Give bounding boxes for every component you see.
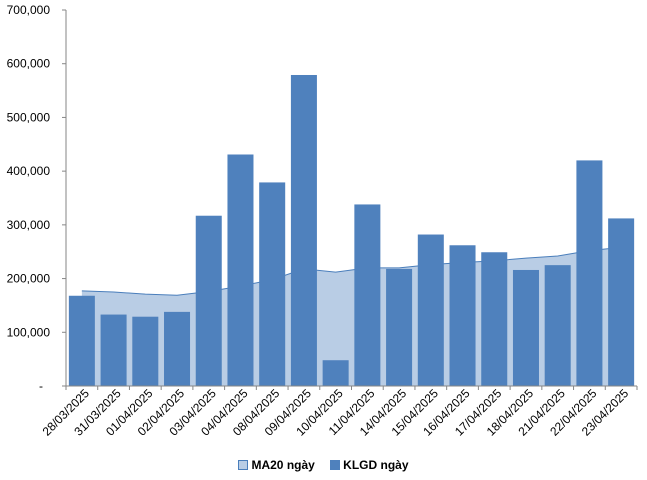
klgd-bar [68,295,95,386]
klgd-bar [386,268,413,386]
y-tick-label: 300,000 [7,218,51,232]
klgd-bar [132,316,159,386]
legend-swatch-ma20 [238,460,249,470]
ma20-area-layer [81,246,622,386]
klgd-bar [481,252,508,386]
y-tick-label: 500,000 [7,110,51,124]
ma20-line [81,246,622,296]
klgd-bar [259,182,286,386]
klgd-bar [195,215,222,386]
klgd-bar [608,218,635,386]
y-tick-label: 200,000 [7,272,51,286]
y-tick-label: 100,000 [7,325,51,339]
klgd-bar [449,245,476,386]
klgd-bar [512,269,539,386]
legend-label-klgd: KLGD ngày [343,458,409,472]
y-tick-label: 700,000 [7,3,51,17]
klgd-bar [544,265,571,386]
legend-item-klgd: KLGD ngày [330,458,409,472]
legend: MA20 ngày KLGD ngày [0,458,647,473]
klgd-bar [227,154,254,386]
y-tick-label: - [39,379,43,393]
y-tick-label: 400,000 [7,164,51,178]
klgd-bar [322,360,349,386]
legend-item-ma20: MA20 ngày [238,458,315,472]
klgd-bar [164,311,191,386]
klgd-bar [100,314,127,386]
legend-label-ma20: MA20 ngày [251,458,315,472]
ma20-area [81,247,622,386]
klgd-bar [417,234,444,386]
legend-swatch-klgd [330,460,341,470]
klgd-bar [354,204,381,386]
y-tick-label: 600,000 [7,57,51,71]
klgd-bar-layer [68,74,635,386]
klgd-bar [290,74,317,386]
klgd-bar [576,160,603,386]
